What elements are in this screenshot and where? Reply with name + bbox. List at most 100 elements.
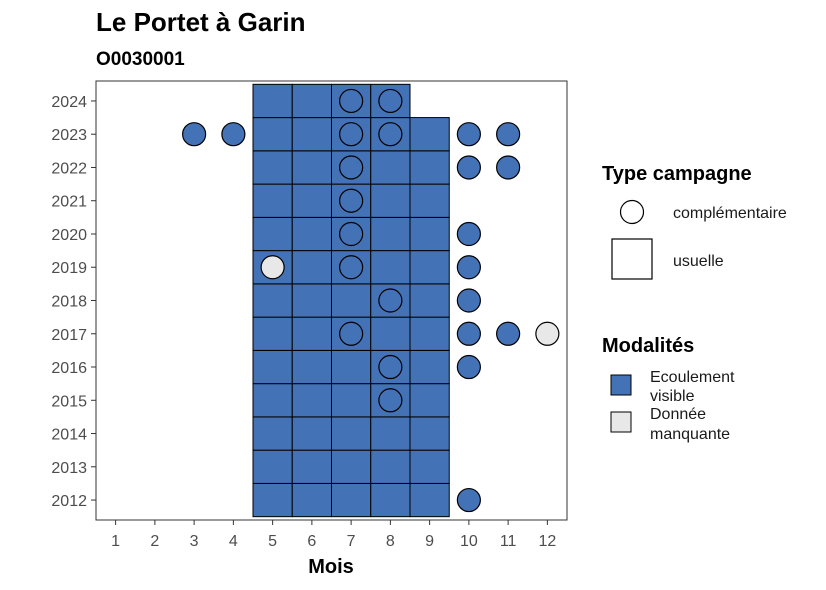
tile-2023-5	[252, 117, 293, 152]
axes-layer: 1 2 3 4 5 6 7 8 9 10 11 122012201320142015201620172…	[51, 94, 556, 550]
tile-2018-9	[409, 283, 450, 318]
tile-2022-9	[409, 150, 450, 185]
tile-2012-5	[252, 482, 293, 518]
point-2016-8	[378, 354, 403, 380]
x-axis-title: Mois	[308, 556, 354, 578]
tile-2019-9	[409, 250, 450, 285]
chart-subtitle: O0030001	[96, 49, 185, 70]
point-2024-8	[378, 88, 403, 114]
point-2017-7	[339, 321, 364, 346]
tile-2013-5	[252, 449, 293, 484]
legend-modal-title: Modalités	[602, 335, 694, 357]
x-tick-label-6: 6	[307, 533, 316, 550]
tile-2012-9	[409, 482, 450, 518]
tile-2013-9	[409, 449, 450, 484]
tile-2019-8	[370, 250, 411, 285]
point-2023-3	[182, 122, 207, 147]
tile-2024-6	[291, 83, 332, 119]
tile-2014-5	[252, 416, 293, 451]
tile-2020-9	[409, 216, 450, 252]
point-2019-7	[339, 255, 364, 280]
tile-2023-6	[291, 117, 332, 152]
tile-2015-5	[252, 383, 293, 418]
y-tick-label-2014: 2014	[51, 427, 87, 444]
tile-2013-8	[370, 449, 411, 484]
point-2022-7	[339, 155, 364, 180]
tile-2022-6	[291, 150, 332, 185]
tile-2012-6	[291, 482, 332, 518]
legend-type-label-usuelle: usuelle	[673, 253, 724, 270]
point-2023-4	[221, 122, 246, 147]
legend-type-label-complementaire: complémentaire	[673, 205, 787, 222]
tile-2016-7	[331, 349, 372, 385]
tile-2022-8	[370, 150, 411, 185]
point-2018-10	[456, 288, 481, 313]
point-2023-10	[456, 122, 481, 147]
tile-2020-5	[252, 216, 293, 252]
tile-2014-8	[370, 416, 411, 451]
tile-2015-7	[331, 383, 372, 418]
point-2017-11	[496, 321, 521, 346]
point-2023-7	[339, 122, 364, 147]
point-2015-8	[378, 388, 403, 413]
point-2019-5	[260, 255, 285, 280]
tile-2017-5	[252, 316, 293, 351]
tile-2016-5	[252, 349, 293, 385]
tile-2012-8	[370, 482, 411, 518]
point-2023-11	[496, 122, 521, 147]
x-tick-label-11: 11	[500, 533, 517, 550]
legend-manquante-line2: manquante	[650, 426, 730, 443]
legend-ecoulement-swatch	[610, 374, 632, 396]
legend-manquante-swatch	[610, 411, 632, 433]
y-tick-label-2020: 2020	[51, 227, 87, 244]
tile-2015-6	[291, 383, 332, 418]
tile-2013-6	[291, 449, 332, 484]
tile-2021-8	[370, 183, 411, 218]
point-2022-11	[496, 155, 521, 180]
tile-2014-7	[331, 416, 372, 451]
tile-2017-8	[370, 316, 411, 351]
point-2018-8	[378, 288, 403, 313]
x-tick-label-1: 1	[111, 533, 120, 550]
tile-2020-6	[291, 216, 332, 252]
y-tick-label-2021: 2021	[51, 194, 87, 211]
tile-2014-9	[409, 416, 450, 451]
x-tick-label-4: 4	[229, 533, 238, 550]
tile-2022-5	[252, 150, 293, 185]
tile-2017-6	[291, 316, 332, 351]
y-tick-label-2024: 2024	[51, 94, 87, 111]
x-tick-label-9: 9	[425, 533, 434, 550]
tile-2016-6	[291, 349, 332, 385]
y-tick-label-2022: 2022	[51, 160, 87, 177]
y-tick-label-2019: 2019	[51, 260, 87, 277]
tile-2016-9	[409, 349, 450, 385]
x-tick-label-8: 8	[386, 533, 395, 550]
legend-manquante-line1: Donnée	[650, 406, 706, 423]
tile-2021-5	[252, 183, 293, 218]
tile-2014-6	[291, 416, 332, 451]
x-tick-label-5: 5	[268, 533, 277, 550]
tile-2017-9	[409, 316, 450, 351]
tile-2019-6	[291, 250, 332, 285]
y-tick-label-2016: 2016	[51, 360, 87, 377]
x-tick-label-12: 12	[538, 533, 556, 550]
point-2023-8	[378, 122, 403, 147]
y-tick-label-2023: 2023	[51, 127, 87, 144]
y-tick-label-2017: 2017	[51, 327, 87, 344]
chart-title: Le Portet à Garin	[96, 7, 306, 37]
legend-ecoulement-line2: visible	[650, 388, 695, 405]
point-2024-7	[339, 88, 364, 114]
point-2017-10	[456, 321, 481, 346]
tiles-layer	[252, 83, 450, 518]
tile-2015-9	[409, 383, 450, 418]
tile-2018-7	[331, 283, 372, 318]
y-tick-label-2012: 2012	[51, 493, 87, 510]
tile-2018-6	[291, 283, 332, 318]
x-tick-label-2: 2	[150, 533, 159, 550]
point-2019-10	[456, 255, 481, 280]
tile-2023-9	[409, 117, 450, 152]
y-tick-label-2015: 2015	[51, 393, 87, 410]
tile-2021-9	[409, 183, 450, 218]
legend-circle-swatch	[619, 199, 645, 225]
